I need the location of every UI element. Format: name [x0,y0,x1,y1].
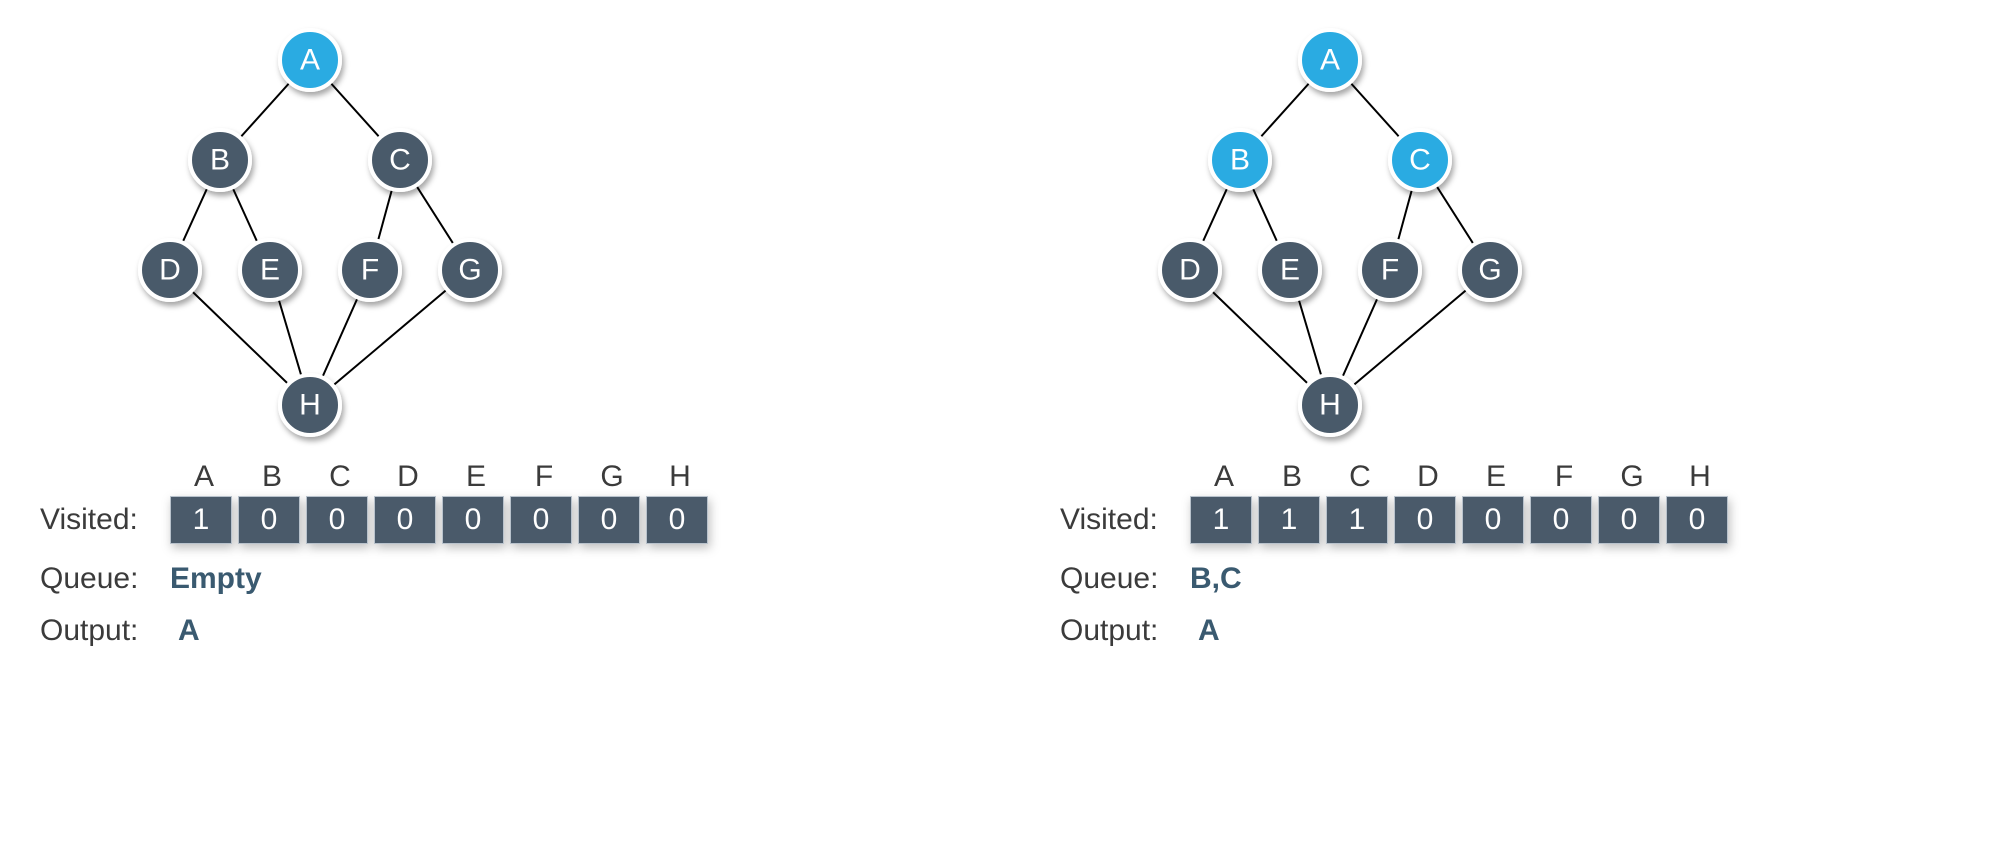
visited-cell: 0 [1598,496,1660,544]
column-header: F [1530,460,1598,494]
svg-text:G: G [458,254,481,287]
graph-node-D: D [1160,240,1220,300]
bfs-panel-right: ABCDEFGH ABCDEFGH Visited: 11100000 Queu… [1060,10,1860,666]
svg-text:C: C [1409,144,1431,177]
column-header: B [1258,460,1326,494]
column-headers-left: ABCDEFGH [170,460,714,494]
svg-text:G: G [1478,254,1501,287]
column-header: F [510,460,578,494]
column-header: H [646,460,714,494]
graph-node-B: B [1210,130,1270,190]
visited-cell: 0 [1462,496,1524,544]
visited-cell: 0 [1666,496,1728,544]
svg-text:C: C [389,144,411,177]
column-header: D [1394,460,1462,494]
column-header: A [170,460,238,494]
graph-node-E: E [240,240,300,300]
column-header: G [1598,460,1666,494]
graph-node-C: C [370,130,430,190]
graph-node-B: B [190,130,250,190]
visited-cell: 1 [170,496,232,544]
graph-svg-left: A B C D E F G H [40,10,600,460]
svg-text:F: F [1381,254,1399,287]
svg-text:D: D [159,254,181,287]
visited-label-left: Visited: [40,503,170,537]
queue-value-left: Empty [170,562,262,596]
svg-text:E: E [1280,254,1300,287]
graph-node-C: C [1390,130,1450,190]
graph-node-F: F [1360,240,1420,300]
graph-node-H: H [280,375,340,435]
svg-text:A: A [300,44,320,77]
svg-text:B: B [1230,144,1250,177]
graph-svg-right: A B C D E F G H [1060,10,1620,460]
svg-text:D: D [1179,254,1201,287]
column-header: B [238,460,306,494]
output-value-right: A [1198,614,1220,648]
visited-cell: 0 [1394,496,1456,544]
column-header: G [578,460,646,494]
graph-node-A: A [280,30,340,90]
visited-cell: 1 [1258,496,1320,544]
visited-cell: 0 [306,496,368,544]
graph-node-F: F [340,240,400,300]
visited-cell: 0 [374,496,436,544]
column-header: E [1462,460,1530,494]
column-header: A [1190,460,1258,494]
column-header: C [1326,460,1394,494]
queue-label-right: Queue: [1060,562,1190,596]
column-header: E [442,460,510,494]
svg-text:F: F [361,254,379,287]
info-block-right: ABCDEFGH Visited: 11100000 Queue: B,C Ou… [1060,460,1860,648]
svg-text:A: A [1320,44,1340,77]
queue-value-right: B,C [1190,562,1242,596]
info-block-left: ABCDEFGH Visited: 10000000 Queue: Empty … [40,460,840,648]
svg-text:H: H [299,389,321,422]
visited-cell: 0 [646,496,708,544]
visited-cell: 0 [510,496,572,544]
visited-boxes-right: 11100000 [1190,496,1728,544]
graph-node-H: H [1300,375,1360,435]
graph-node-G: G [440,240,500,300]
svg-text:H: H [1319,389,1341,422]
svg-text:E: E [260,254,280,287]
svg-text:B: B [210,144,230,177]
column-header: H [1666,460,1734,494]
output-label-right: Output: [1060,614,1190,648]
visited-cell: 1 [1190,496,1252,544]
output-value-left: A [178,614,200,648]
visited-cell: 0 [1530,496,1592,544]
visited-cell: 0 [578,496,640,544]
visited-cell: 0 [238,496,300,544]
visited-cell: 0 [442,496,504,544]
output-label-left: Output: [40,614,170,648]
column-header: D [374,460,442,494]
visited-label-right: Visited: [1060,503,1190,537]
column-header: C [306,460,374,494]
graph-node-D: D [140,240,200,300]
graph-node-E: E [1260,240,1320,300]
graph-node-G: G [1460,240,1520,300]
column-headers-right: ABCDEFGH [1190,460,1734,494]
visited-cell: 1 [1326,496,1388,544]
queue-label-left: Queue: [40,562,170,596]
visited-boxes-left: 10000000 [170,496,708,544]
bfs-panel-left: ABCDEFGH ABCDEFGH Visited: 10000000 Queu… [40,10,840,666]
graph-node-A: A [1300,30,1360,90]
